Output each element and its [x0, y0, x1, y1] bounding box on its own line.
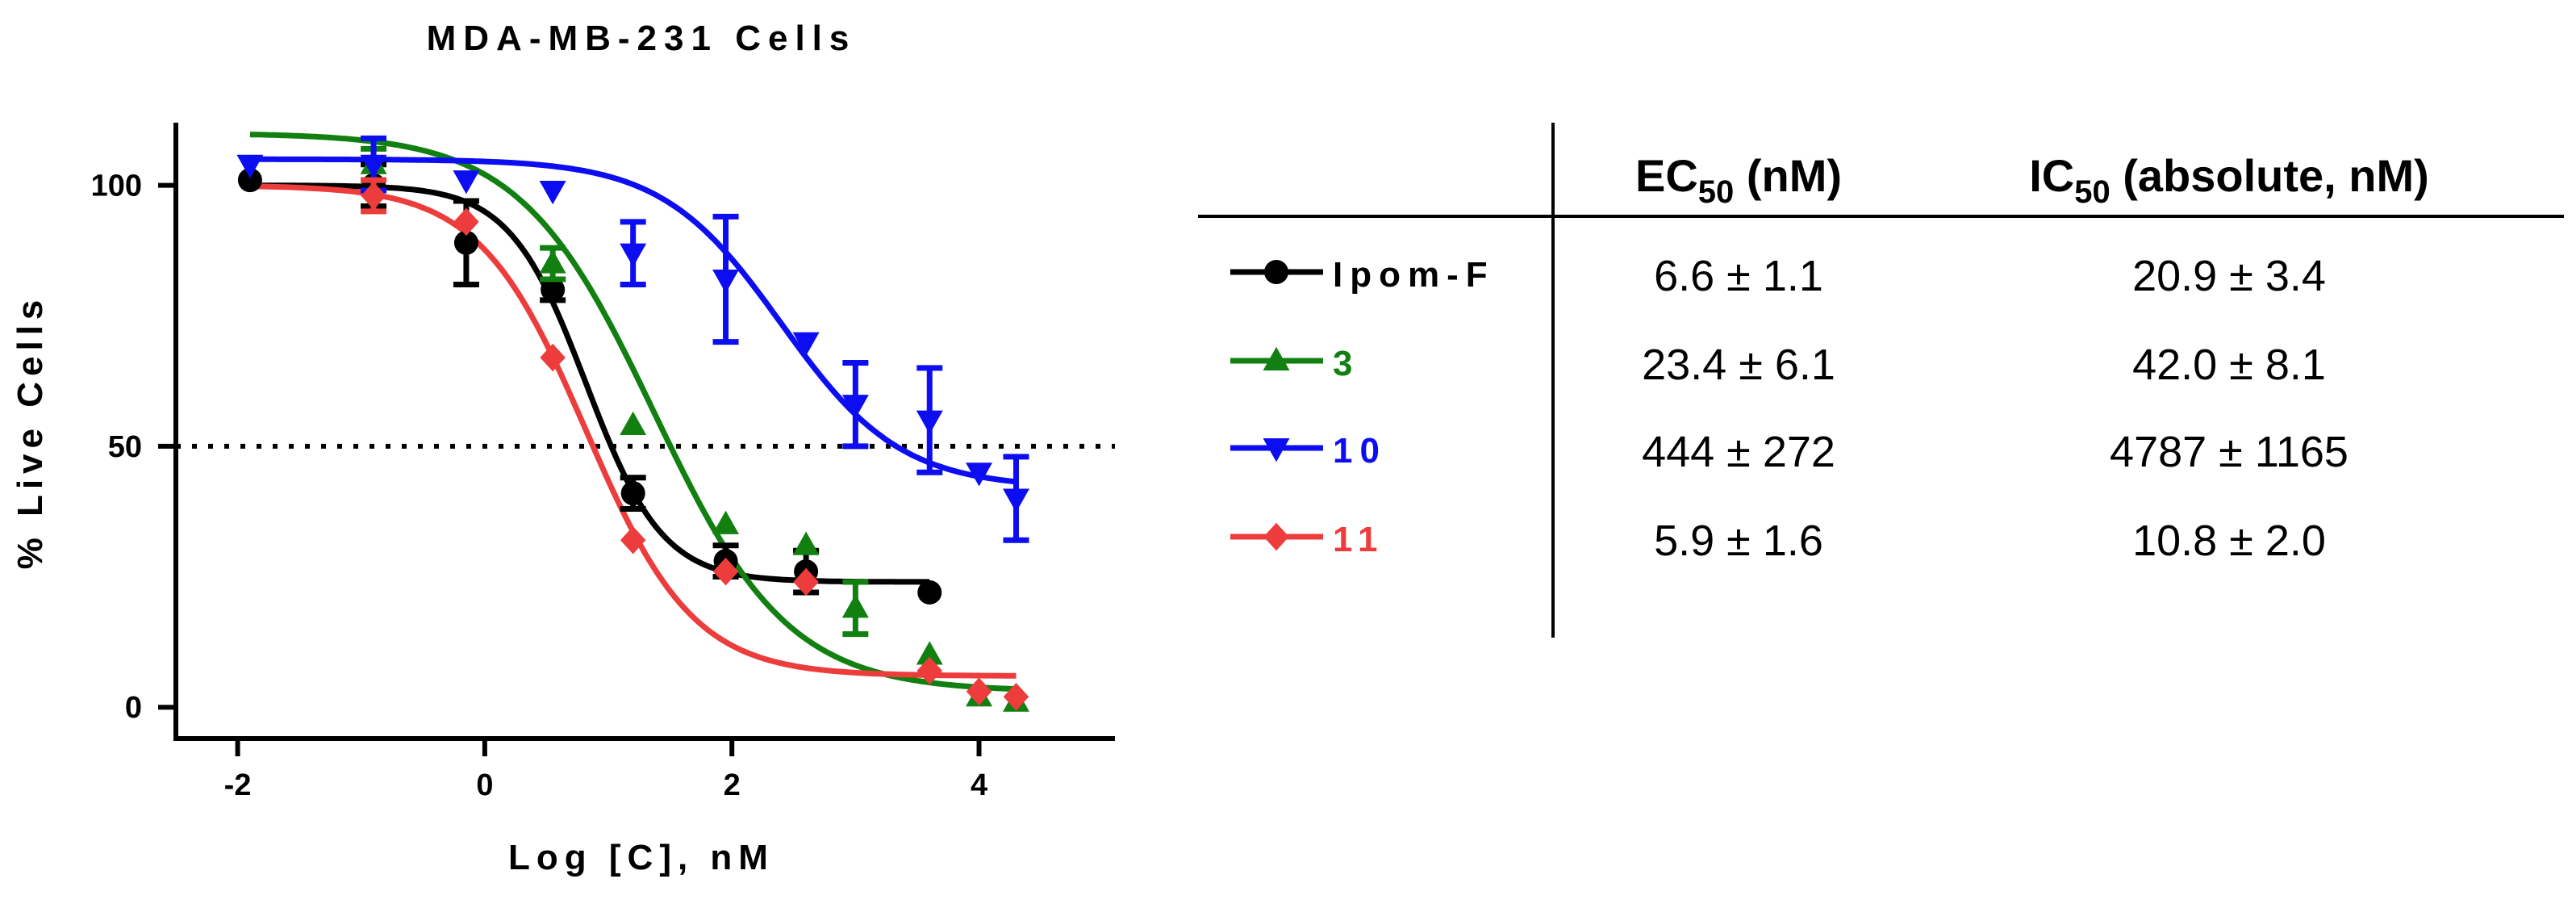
data-point-ipom-f	[237, 168, 262, 193]
data-point-ipom-f	[620, 481, 645, 506]
data-point-3	[916, 641, 943, 665]
y-tick-label: 0	[125, 691, 142, 725]
data-point-3	[841, 594, 869, 618]
legend-marker	[1264, 260, 1288, 284]
header-ec50-sub: 50	[1698, 174, 1735, 210]
results-table: EC50 (nM) IC50 (absolute, nM) Ipom-F 6.6 …	[1198, 123, 2564, 638]
ec50-value: 6.6 ± 1.1	[1654, 252, 1823, 300]
legend-marker	[1263, 438, 1290, 462]
ic50-value: 20.9 ± 3.4	[2132, 252, 2326, 300]
header-ic50: IC50 (absolute, nM)	[2029, 150, 2429, 210]
data-point-10	[539, 181, 566, 205]
legend-label: Ipom-F	[1333, 255, 1495, 295]
data-point-3	[620, 411, 647, 436]
data-point-ipom-f	[453, 230, 478, 255]
data-point-10	[792, 332, 820, 356]
ic50-value: 10.8 ± 2.0	[2132, 517, 2326, 565]
x-tick-label: -2	[224, 768, 252, 802]
header-ec50-main: EC	[1635, 150, 1698, 201]
header-ec50: EC50 (nM)	[1635, 150, 1842, 210]
data-point-10	[360, 154, 387, 178]
ec50-value: 444 ± 272	[1642, 428, 1835, 476]
x-tick-label: 2	[724, 768, 741, 802]
data-point-3	[792, 531, 820, 555]
ic50-value: 4787 ± 1165	[2110, 428, 2348, 476]
ec50-value: 5.9 ± 1.6	[1654, 517, 1823, 565]
data-point-10	[966, 462, 993, 487]
data-point-10	[453, 170, 480, 195]
y-tick-label: 100	[91, 170, 142, 203]
x-axis-label: Log [C], nM	[508, 838, 774, 877]
data-point-3	[539, 249, 566, 274]
data-point-11	[966, 677, 992, 706]
legend-marker	[1263, 522, 1289, 551]
legend-label: 3	[1333, 344, 1359, 383]
ic50-value: 42.0 ± 8.1	[2132, 341, 2326, 389]
data-point-10	[620, 243, 647, 267]
x-tick-label: 0	[476, 768, 493, 802]
data-point-ipom-f	[917, 580, 942, 605]
x-tick-label: 4	[971, 768, 987, 802]
legend-label: 10	[1333, 431, 1387, 471]
data-point-11	[540, 343, 566, 372]
data-point-11	[916, 656, 943, 685]
header-ic50-sub: 50	[2074, 174, 2110, 210]
header-ic50-unit: (absolute, nM)	[2110, 150, 2429, 201]
chart-title: MDA-MB-231 Cells	[427, 19, 857, 58]
data-point-11	[620, 526, 646, 555]
data-point-11	[712, 557, 739, 586]
legend-label: 11	[1333, 520, 1385, 559]
data-point-11	[793, 567, 819, 596]
header-ic50-main: IC	[2029, 150, 2074, 201]
data-point-10	[1002, 488, 1029, 513]
data-point-11	[361, 182, 386, 210]
data-point-3	[712, 510, 740, 534]
legend-marker	[1263, 346, 1290, 370]
data-point-ipom-f	[541, 277, 566, 302]
data-point-10	[916, 410, 943, 434]
data-point-11	[1003, 683, 1029, 711]
header-ec50-unit: (nM)	[1734, 150, 1842, 201]
data-point-10	[236, 154, 264, 178]
y-tick-label: 50	[108, 430, 142, 464]
data-point-11	[453, 207, 479, 236]
data-point-10	[712, 269, 740, 294]
data-point-10	[841, 395, 869, 419]
y-axis-label: % Live Cells	[10, 295, 50, 570]
ec50-value: 23.4 ± 6.1	[1642, 341, 1835, 389]
